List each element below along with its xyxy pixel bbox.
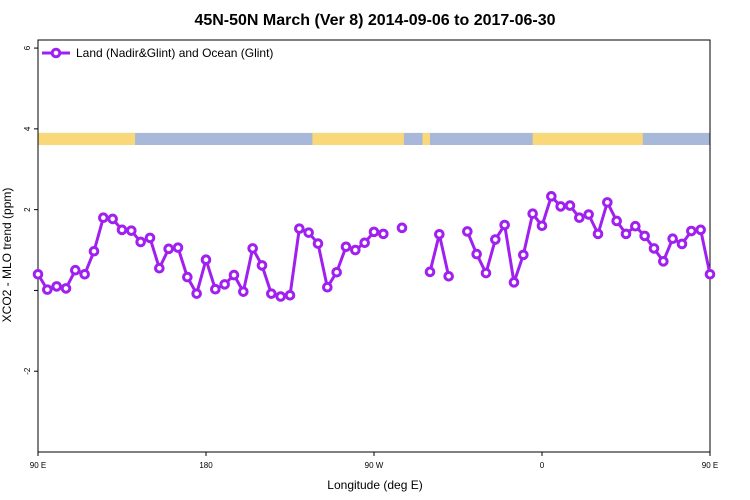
data-point (350, 244, 361, 256)
data-point (508, 277, 520, 288)
data-point (163, 243, 174, 255)
data-point (191, 288, 202, 299)
data-point (182, 271, 193, 283)
data-point (219, 279, 230, 290)
x-axis-title: Longitude (deg E) (327, 478, 422, 492)
data-point (639, 230, 650, 242)
data-point (499, 219, 510, 231)
axes: 90 E 180 90 W 0 90 E -2 2 4 6 (23, 39, 718, 470)
x-tick-label: 90 E (30, 461, 46, 470)
data-point (312, 238, 324, 249)
data-point (42, 284, 53, 295)
data-point (424, 266, 436, 278)
x-tick-label: 90 W (365, 461, 384, 470)
land-segment (422, 132, 430, 146)
legend: Land (Nadir&Glint) and Ocean (Glint) (42, 46, 273, 60)
chart-title: 45N-50N March (Ver 8) 2014-09-06 to 2017… (194, 12, 555, 29)
data-point (368, 226, 380, 238)
data-point (686, 225, 697, 237)
data-point (126, 225, 137, 236)
data-point (378, 228, 389, 240)
data-point (154, 262, 165, 274)
data-point (527, 208, 538, 219)
data-point (60, 283, 72, 294)
series-layer (32, 191, 716, 302)
data-point (443, 270, 454, 282)
x-tick-label: 90 E (702, 461, 718, 470)
y-tick-label: 6 (23, 45, 32, 50)
y-tick-label: 4 (23, 126, 32, 131)
y-tick-label: -2 (23, 367, 32, 375)
x-tick-label: 0 (540, 461, 545, 470)
land-segment (38, 132, 136, 146)
data-point (275, 291, 286, 302)
data-point (247, 243, 258, 254)
legend-marker (50, 47, 62, 59)
data-point (116, 224, 128, 236)
data-point (284, 289, 296, 301)
land-segment (312, 132, 404, 146)
data-point (667, 233, 678, 245)
x-tick-label: 180 (199, 461, 213, 470)
data-point (658, 256, 669, 267)
data-point (536, 220, 548, 232)
data-point (172, 242, 184, 253)
data-point (266, 288, 277, 299)
data-point (144, 232, 156, 244)
data-point (340, 241, 352, 253)
data-point (396, 222, 408, 234)
data-point (256, 260, 268, 271)
data-point (228, 269, 240, 281)
data-point (676, 238, 688, 250)
data-point (32, 268, 44, 280)
data-point (648, 243, 660, 254)
data-point (518, 249, 529, 261)
y-axis-title: XCO2 - MLO trend (ppm) (0, 188, 14, 323)
data-point (602, 197, 613, 208)
data-point (88, 245, 100, 257)
data-point (546, 191, 557, 202)
data-point (630, 220, 641, 232)
data-point (434, 228, 445, 240)
data-point (322, 281, 333, 293)
data-point (480, 267, 492, 279)
data-point (490, 234, 501, 245)
data-point (611, 215, 622, 227)
data-point (79, 268, 90, 280)
data-point (210, 283, 221, 295)
land-segment (532, 132, 643, 146)
data-point (51, 281, 62, 292)
data-point (462, 226, 473, 237)
data-point (471, 248, 482, 260)
data-point (98, 212, 109, 224)
data-point (70, 264, 81, 276)
data-point (695, 224, 706, 236)
data-point (704, 268, 716, 280)
data-point (303, 227, 314, 238)
data-point (294, 223, 305, 234)
y-tick-label: 2 (23, 207, 32, 212)
data-point (574, 212, 585, 224)
legend-label: Land (Nadir&Glint) and Ocean (Glint) (76, 46, 273, 60)
data-point (592, 228, 604, 240)
land-ocean-band (38, 132, 710, 146)
series-line (36, 216, 384, 298)
data-point (564, 200, 576, 211)
data-point (620, 228, 632, 240)
data-point (200, 254, 212, 266)
data-point (107, 213, 118, 225)
data-point (135, 236, 146, 248)
data-point (331, 266, 342, 278)
data-point (359, 237, 370, 249)
data-point (555, 201, 566, 212)
data-point (238, 286, 249, 297)
data-point (583, 209, 594, 220)
